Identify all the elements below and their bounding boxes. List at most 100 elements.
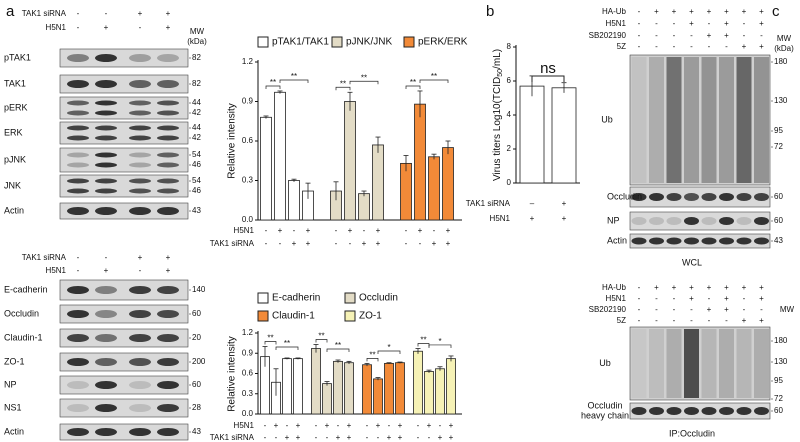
condition-sign: + xyxy=(759,283,764,292)
condition-sign: - xyxy=(655,316,658,325)
blot-band xyxy=(684,193,699,201)
x-row-sign: + xyxy=(562,214,567,223)
legend-swatch xyxy=(257,36,269,48)
x-row-sign: - xyxy=(326,433,329,442)
mw-label: 54 xyxy=(192,176,201,185)
bar xyxy=(260,116,272,221)
condition-label: TAK1 siRNA xyxy=(22,253,67,262)
x-row-sign: - xyxy=(335,239,338,248)
blot-band xyxy=(95,358,117,366)
bar xyxy=(372,144,384,221)
condition-sign: - xyxy=(638,305,641,314)
significance-bracket xyxy=(279,79,309,83)
mw-label: 46 xyxy=(192,186,201,195)
blot-band xyxy=(67,404,89,412)
blot-band xyxy=(754,193,769,201)
mw-header: MW xyxy=(780,305,795,314)
x-row-sign: - xyxy=(388,421,391,430)
blot-band xyxy=(67,100,89,106)
significance-bracket xyxy=(366,358,379,362)
condition-label: SB202190 xyxy=(589,31,627,40)
condition-sign: - xyxy=(638,31,641,40)
legend-swatch xyxy=(344,310,356,322)
blot-band xyxy=(157,358,179,366)
blot-band xyxy=(719,237,734,245)
condition-sign: - xyxy=(673,42,676,51)
blot-band xyxy=(157,404,179,412)
blot-band xyxy=(157,80,179,88)
blot-band xyxy=(649,237,664,245)
blot-band xyxy=(157,162,179,168)
significance-bracket xyxy=(275,346,299,350)
blot-band xyxy=(719,193,734,201)
row-label: ERK xyxy=(4,127,23,137)
x-row-sign: - xyxy=(315,433,318,442)
condition-sign: + xyxy=(759,19,764,28)
mw-label: 130 xyxy=(774,357,788,366)
x-row-sign: - xyxy=(377,433,380,442)
condition-label: H5N1 xyxy=(606,19,627,28)
x-row-sign: – xyxy=(530,199,535,208)
blot-band xyxy=(67,54,89,62)
x-row-sign: + xyxy=(387,433,392,442)
y-tick-label: 1.2 xyxy=(242,328,254,337)
x-row-sign: + xyxy=(376,239,381,248)
blot-band xyxy=(129,178,151,184)
row-label: Claudin-1 xyxy=(4,332,43,342)
blot-band xyxy=(157,428,179,436)
mw-label: 44 xyxy=(192,123,201,132)
significance-label: ** xyxy=(270,78,276,87)
blot-band xyxy=(157,188,179,194)
condition-sign: - xyxy=(743,31,746,40)
ub-smear xyxy=(736,329,752,398)
condition-sign: + xyxy=(166,253,171,262)
x-row-sign: + xyxy=(449,421,454,430)
x-row-sign: + xyxy=(530,214,535,223)
condition-sign: + xyxy=(742,283,747,292)
condition-sign: - xyxy=(690,305,693,314)
blot-band xyxy=(157,152,179,158)
condition-sign: - xyxy=(725,316,728,325)
blot-band xyxy=(67,152,89,158)
condition-sign: - xyxy=(760,305,763,314)
condition-sign: - xyxy=(105,9,108,18)
x-row-sign: + xyxy=(285,433,290,442)
x-row-sign: - xyxy=(315,421,318,430)
condition-sign: + xyxy=(707,31,712,40)
mw-header: MW xyxy=(190,27,205,36)
bar xyxy=(414,103,426,221)
blot-band xyxy=(631,237,647,245)
blot-band xyxy=(754,237,769,245)
condition-sign: + xyxy=(759,316,764,325)
significance-label: ** xyxy=(267,334,273,343)
condition-sign: + xyxy=(654,7,659,16)
condition-sign: + xyxy=(689,19,694,28)
ub-smear xyxy=(649,329,664,398)
y-axis-label: Relative intensity xyxy=(227,103,238,179)
mw-label: 42 xyxy=(192,108,201,117)
x-row-sign: + xyxy=(336,433,341,442)
blot-band xyxy=(631,217,647,225)
blot-strip xyxy=(59,147,189,173)
y-tick-label: 0.0 xyxy=(242,215,254,224)
condition-sign: - xyxy=(673,305,676,314)
blot-band xyxy=(95,286,117,294)
y-tick-label: 0.3 xyxy=(242,389,254,398)
x-row-label: H5N1 xyxy=(234,226,255,235)
panel-label: c xyxy=(772,3,780,20)
condition-sign: + xyxy=(104,266,109,275)
bar xyxy=(344,101,356,221)
condition-sign: - xyxy=(655,294,658,303)
x-row-sign: - xyxy=(265,239,268,248)
condition-sign: - xyxy=(638,19,641,28)
condition-label: H5N1 xyxy=(46,266,67,275)
bar xyxy=(282,358,292,415)
mw-label: 72 xyxy=(774,142,783,151)
mw-label: 82 xyxy=(192,79,201,88)
x-row-sign: + xyxy=(398,433,403,442)
blot-band xyxy=(157,310,179,318)
x-row-sign: - xyxy=(417,421,420,430)
blot-band xyxy=(95,207,117,215)
x-row-sign: - xyxy=(419,239,422,248)
significance-bracket xyxy=(335,86,351,91)
